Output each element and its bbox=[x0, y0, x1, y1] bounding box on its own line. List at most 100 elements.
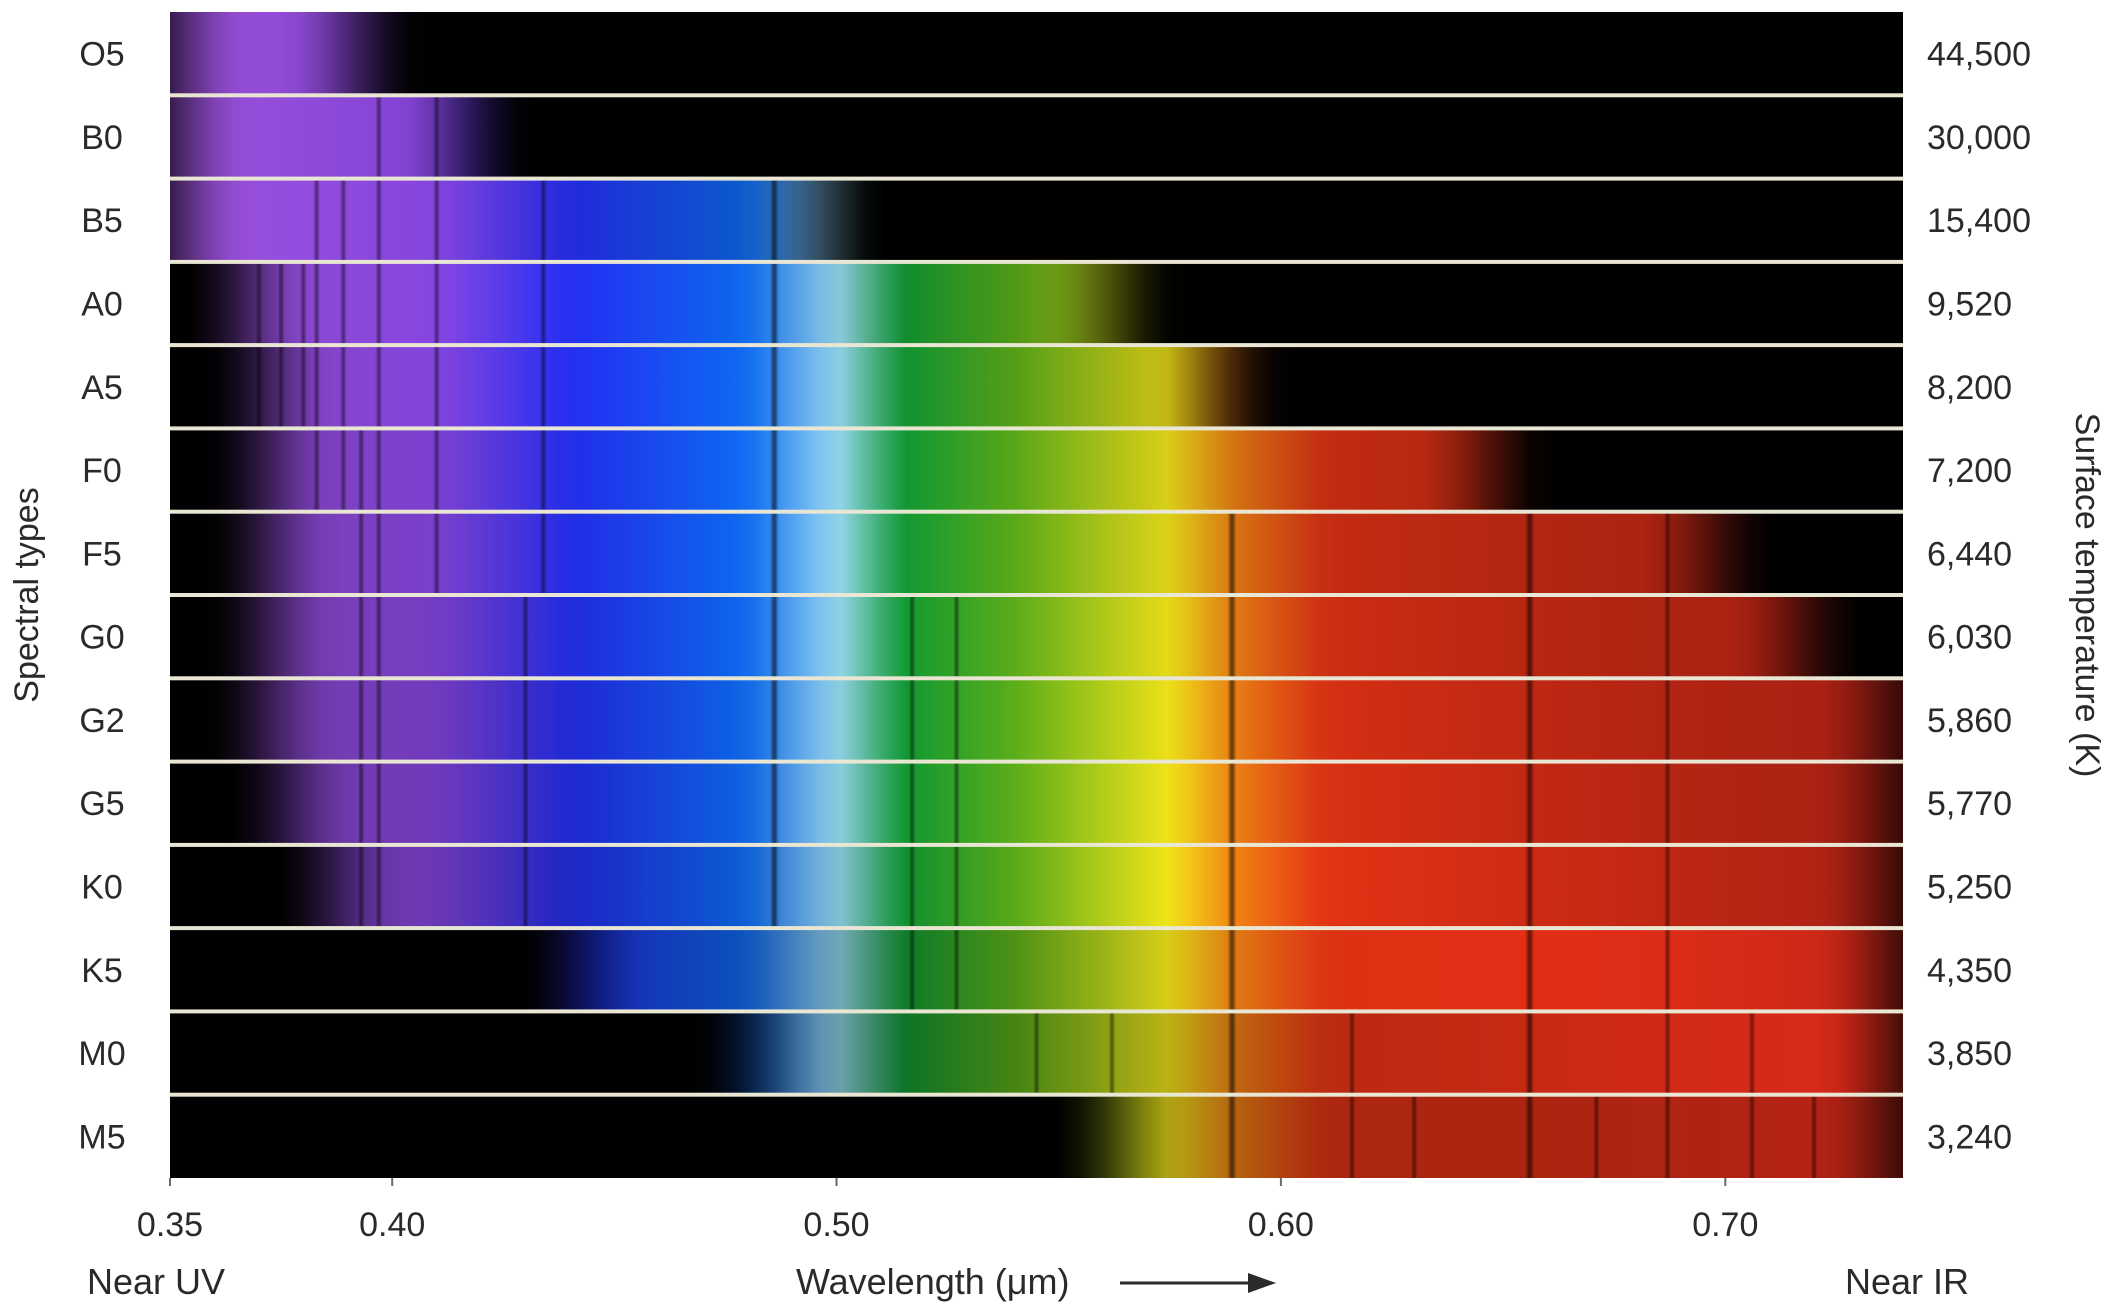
row-separator bbox=[170, 593, 1903, 597]
absorption-line bbox=[955, 928, 958, 1012]
absorption-line bbox=[377, 511, 381, 595]
absorption-line bbox=[315, 428, 319, 512]
absorption-line bbox=[341, 261, 345, 346]
row-separator bbox=[170, 343, 1903, 348]
spectrum-row-g5 bbox=[170, 761, 1903, 845]
absorption-line bbox=[435, 12, 439, 96]
row-separator bbox=[170, 759, 1903, 764]
row-separator bbox=[170, 926, 1903, 931]
spectrum-row-m5 bbox=[170, 1094, 1903, 1178]
absorption-line bbox=[359, 761, 363, 845]
absorption-line bbox=[1750, 1094, 1754, 1178]
x-tick-label: 0.60 bbox=[1248, 1206, 1314, 1244]
absorption-line bbox=[771, 428, 777, 512]
temperature-label: 30,000 bbox=[1927, 119, 2031, 157]
absorption-line bbox=[771, 261, 777, 346]
absorption-line bbox=[1229, 761, 1235, 845]
row-separators bbox=[170, 93, 1903, 1097]
absorption-line bbox=[377, 95, 381, 179]
absorption-line bbox=[1229, 595, 1235, 679]
row-separator bbox=[170, 259, 1903, 264]
spectrum-row-a5 bbox=[170, 345, 1903, 429]
absorption-line bbox=[341, 428, 345, 512]
absorption-line bbox=[541, 95, 545, 179]
absorption-line bbox=[524, 761, 527, 845]
spectrum-row-f0 bbox=[170, 428, 1903, 512]
spectrum-rows bbox=[170, 12, 1903, 1178]
row-separator bbox=[170, 1092, 1903, 1097]
absorption-line bbox=[1666, 595, 1669, 679]
spectral-type-label: G2 bbox=[79, 702, 124, 740]
absorption-line bbox=[435, 95, 439, 179]
absorption-line bbox=[377, 595, 381, 679]
absorption-line bbox=[1812, 1094, 1816, 1178]
absorption-line bbox=[1229, 678, 1235, 762]
spectral-type-label: O5 bbox=[79, 36, 124, 74]
spectral-type-label: G5 bbox=[79, 785, 124, 823]
spectral-type-label: M5 bbox=[78, 1118, 125, 1156]
absorption-line bbox=[377, 261, 381, 346]
wavelength-arrow bbox=[1120, 1273, 1276, 1293]
absorption-line bbox=[771, 511, 777, 595]
absorption-line bbox=[1527, 428, 1533, 512]
absorption-line bbox=[359, 844, 363, 929]
absorption-line bbox=[524, 844, 527, 929]
absorption-line bbox=[910, 844, 914, 929]
temperature-label: 15,400 bbox=[1927, 202, 2031, 240]
x-axis-label: Wavelength (μm) bbox=[796, 1261, 1069, 1302]
absorption-line bbox=[1666, 1094, 1669, 1178]
absorption-line bbox=[1110, 1011, 1114, 1095]
absorption-line bbox=[1527, 511, 1533, 595]
absorption-line bbox=[541, 345, 545, 429]
absorption-line bbox=[1412, 1094, 1416, 1178]
spectral-type-label: A5 bbox=[81, 369, 123, 407]
absorption-line bbox=[771, 678, 777, 762]
spectral-type-label: B5 bbox=[81, 202, 123, 240]
absorption-line bbox=[488, 928, 492, 1012]
absorption-line bbox=[377, 761, 381, 845]
absorption-line bbox=[1229, 844, 1235, 929]
absorption-line bbox=[1666, 511, 1669, 595]
temperature-label: 5,860 bbox=[1927, 702, 2012, 740]
spectrum-row-a0 bbox=[170, 261, 1903, 346]
spectral-type-label: B0 bbox=[81, 119, 123, 157]
spectral-type-labels: O5 B0 B5 A0 A5 F0 F5 G0 G2 G5 K0 K5 M0 M5 bbox=[78, 36, 125, 1157]
temperature-label: 5,770 bbox=[1927, 785, 2012, 823]
absorption-line bbox=[1229, 1011, 1235, 1095]
absorption-line bbox=[1594, 1094, 1598, 1178]
absorption-line bbox=[541, 428, 545, 512]
spectrum-row-f5 bbox=[170, 511, 1903, 595]
absorption-line bbox=[1229, 928, 1235, 1012]
absorption-line bbox=[1666, 1011, 1669, 1095]
spectrum-row-k0 bbox=[170, 844, 1903, 929]
x-tick-label: 0.40 bbox=[359, 1206, 425, 1244]
absorption-line bbox=[279, 345, 283, 429]
absorption-line bbox=[1527, 761, 1533, 845]
row-separator bbox=[170, 842, 1903, 847]
absorption-line bbox=[315, 261, 319, 346]
absorption-line bbox=[341, 345, 345, 429]
absorption-line bbox=[301, 345, 305, 429]
absorption-line bbox=[1350, 1011, 1354, 1095]
row-separator bbox=[170, 176, 1903, 181]
absorption-line bbox=[1527, 1094, 1533, 1178]
row-separator bbox=[170, 93, 1903, 98]
absorption-line bbox=[377, 345, 381, 429]
spectral-type-label: K5 bbox=[81, 952, 123, 990]
absorption-line bbox=[435, 511, 439, 595]
absorption-line bbox=[359, 511, 363, 595]
row-separator bbox=[170, 426, 1903, 431]
absorption-line bbox=[771, 595, 777, 679]
absorption-line bbox=[279, 261, 283, 346]
spectral-type-label: A0 bbox=[81, 286, 123, 324]
spectral-type-label: G0 bbox=[79, 619, 124, 657]
spectrum-row-b5 bbox=[170, 178, 1903, 262]
absorption-line bbox=[771, 761, 777, 845]
spectral-type-label: F5 bbox=[82, 535, 122, 573]
absorption-line bbox=[1527, 345, 1533, 429]
absorption-line bbox=[771, 95, 777, 179]
absorption-line bbox=[435, 345, 439, 429]
absorption-line bbox=[541, 261, 545, 346]
row-separator bbox=[170, 676, 1903, 681]
